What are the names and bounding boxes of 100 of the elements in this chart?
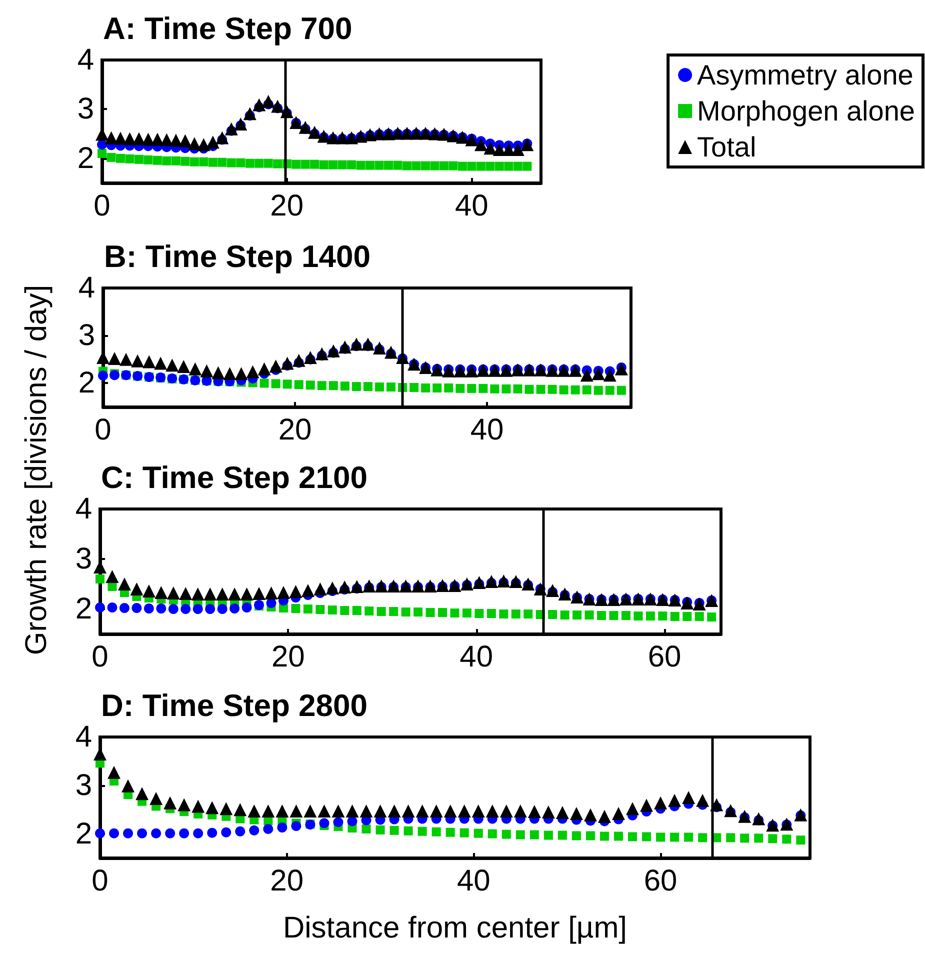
point	[262, 804, 275, 818]
point	[263, 824, 274, 834]
point	[262, 94, 275, 108]
point	[136, 787, 149, 800]
point	[616, 386, 626, 395]
point	[144, 155, 153, 164]
point	[580, 368, 594, 382]
point	[180, 156, 190, 166]
point	[248, 804, 261, 818]
point	[260, 378, 269, 388]
point	[454, 364, 467, 378]
point	[289, 585, 302, 598]
point	[584, 610, 594, 620]
x-tick-label: 60	[644, 864, 678, 898]
point	[200, 364, 214, 378]
point	[125, 154, 134, 164]
point	[116, 154, 125, 163]
point	[271, 379, 280, 388]
point	[432, 383, 442, 392]
point	[597, 611, 606, 620]
point	[458, 804, 471, 818]
point	[502, 384, 511, 394]
point	[317, 381, 326, 390]
point	[682, 612, 692, 621]
point	[376, 607, 386, 616]
point	[656, 832, 666, 842]
point	[98, 370, 108, 381]
point	[199, 157, 208, 166]
point	[544, 830, 553, 840]
point	[240, 588, 254, 600]
point	[333, 817, 344, 828]
y-axis-title: Growth rate [divisions / day]	[20, 284, 54, 656]
legend-label: Morphogen alone	[697, 96, 916, 126]
point	[494, 162, 504, 171]
point	[350, 338, 363, 351]
x-tick-label: 0	[94, 414, 112, 446]
point	[109, 828, 120, 838]
point	[291, 604, 300, 613]
point	[366, 160, 375, 170]
point	[670, 612, 680, 621]
point	[246, 365, 260, 378]
chart-title: D: Time Step 2800	[101, 688, 368, 723]
point	[692, 598, 706, 610]
point	[546, 584, 560, 597]
point	[123, 828, 134, 838]
point	[568, 364, 582, 377]
point	[188, 362, 202, 376]
chart-title: C: Time Step 2100	[101, 460, 368, 495]
point	[557, 364, 570, 377]
point	[420, 161, 430, 170]
point	[384, 346, 398, 359]
point	[511, 610, 520, 618]
point	[276, 804, 289, 818]
point	[374, 580, 388, 592]
point	[208, 158, 218, 167]
x-tick-label: 20	[278, 414, 312, 446]
point	[389, 607, 398, 616]
point	[500, 804, 513, 818]
point	[614, 362, 628, 376]
point	[242, 602, 252, 612]
x-tick-label: 20	[271, 640, 305, 674]
point	[264, 158, 273, 168]
point	[603, 368, 616, 382]
point	[273, 159, 282, 168]
point	[556, 806, 569, 820]
legend-label: Asymmetry alone	[697, 60, 914, 90]
point	[191, 588, 204, 600]
point	[280, 356, 294, 370]
point	[356, 160, 366, 170]
point	[605, 386, 614, 395]
point	[458, 162, 467, 171]
point	[193, 828, 204, 838]
point	[416, 804, 429, 818]
point	[707, 612, 716, 622]
point	[318, 804, 331, 818]
point	[376, 825, 385, 834]
point	[160, 133, 174, 146]
point	[492, 143, 506, 156]
point	[432, 827, 441, 836]
point	[548, 610, 558, 619]
point	[497, 574, 510, 588]
point	[444, 804, 457, 818]
point	[600, 832, 609, 841]
point	[171, 156, 180, 166]
point	[108, 766, 121, 779]
point	[352, 382, 361, 392]
point	[634, 612, 643, 620]
point	[338, 340, 352, 354]
point	[294, 380, 304, 390]
point	[165, 828, 176, 838]
point	[514, 804, 527, 818]
point	[412, 580, 425, 592]
point	[609, 611, 618, 620]
point	[314, 582, 327, 596]
x-axis-title: Distance from center [µm]	[282, 912, 628, 944]
point	[220, 802, 233, 816]
point	[412, 161, 421, 170]
point	[347, 160, 356, 170]
point	[360, 804, 373, 818]
point	[402, 161, 412, 170]
